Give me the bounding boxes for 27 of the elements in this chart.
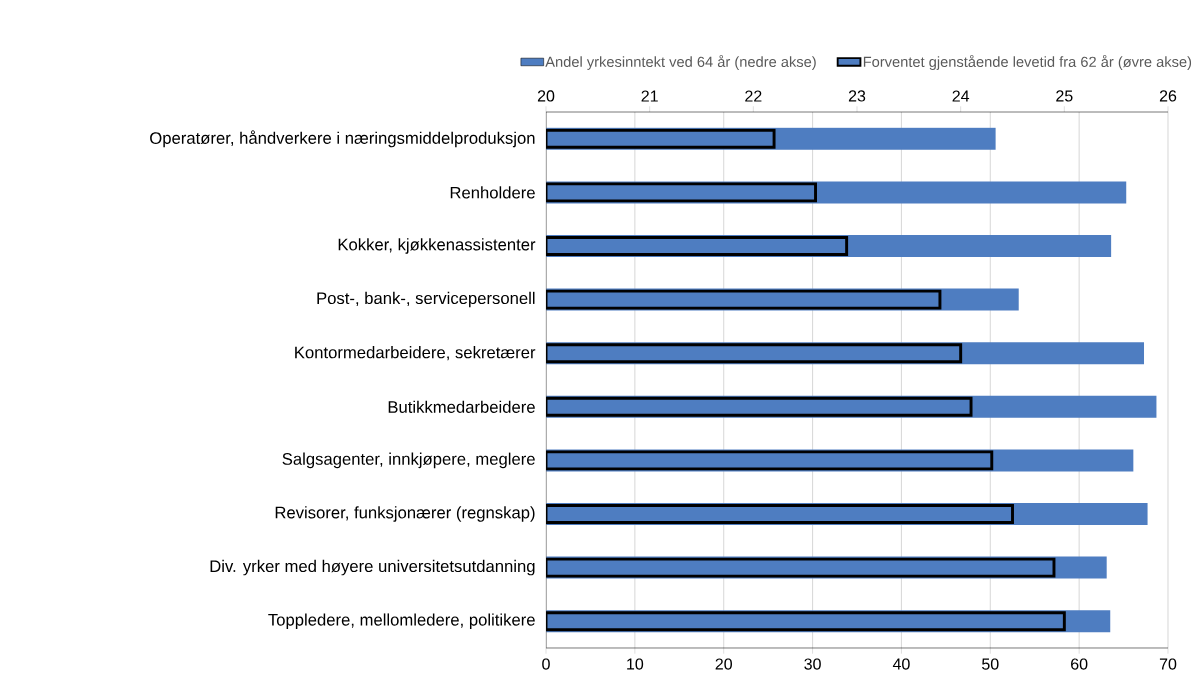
- x-tick-label: 70: [1159, 658, 1177, 670]
- y-tick-label: Salgsagenter, innkjøpere, meglere: [282, 452, 535, 469]
- legend-label: Andel yrkesinntekt ved 64 år (nedre akse): [545, 55, 816, 70]
- x2-tick-label: 21: [641, 90, 658, 102]
- x-tick-label: 10: [627, 658, 644, 670]
- y-tick-label: Butikkmedarbeidere: [388, 400, 535, 413]
- x-tick-label: 30: [804, 658, 821, 670]
- x-tick-label: 50: [982, 658, 999, 670]
- x2-tick-label: 20: [537, 90, 555, 102]
- y-tick-label: Kontormedarbeidere, sekretærer: [295, 346, 536, 361]
- y-tick-label: Renholdere: [450, 186, 535, 199]
- legend-label: Forventet gjenstående levetid fra 62 år (øvre akse): [863, 55, 1192, 70]
- x2-tick-label: 24: [952, 90, 970, 102]
- y-tick-label: Div. yrker med høyere universitetsutdanning: [210, 559, 535, 576]
- x-tick-label: 60: [1071, 658, 1088, 670]
- y-tick-label: Kokker, kjøkkenassistenter: [338, 238, 536, 254]
- y-tick-label: Operatører, håndverkere i næringsmiddelproduksjon: [150, 130, 535, 148]
- x-tick-label: 0: [542, 658, 550, 670]
- y-tick-label: Post-, bank-, servicepersonell: [317, 291, 535, 308]
- x2-tick-label: 22: [745, 90, 762, 102]
- x-tick-label: 40: [892, 658, 910, 670]
- y-tick-label: Toppledere, mellomledere, politikere: [268, 613, 535, 629]
- x-tick-label: 20: [715, 658, 732, 670]
- x2-tick-label: 23: [848, 90, 866, 102]
- x2-tick-label: 26: [1159, 90, 1177, 102]
- y-tick-label: Revisorer, funksjonærer (regnskap): [275, 506, 535, 522]
- x2-tick-label: 25: [1056, 90, 1073, 102]
